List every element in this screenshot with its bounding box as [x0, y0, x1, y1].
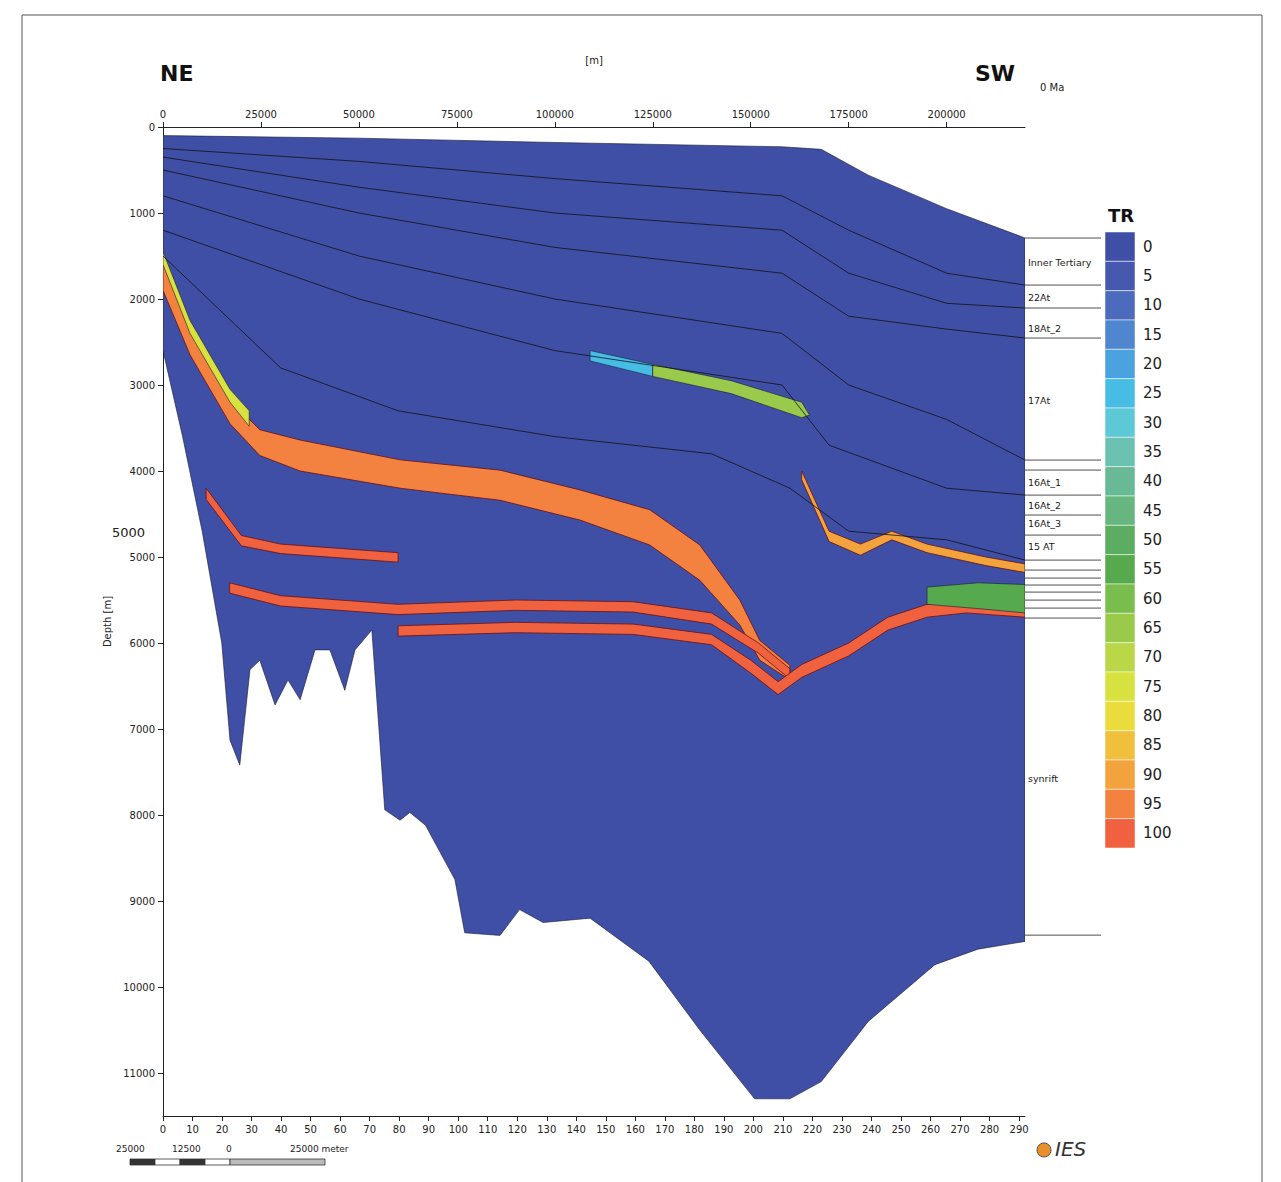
- svg-text:Inner Tertiary: Inner Tertiary: [1028, 257, 1092, 268]
- svg-text:230: 230: [832, 1124, 851, 1135]
- svg-text:17At: 17At: [1028, 395, 1050, 406]
- svg-text:200: 200: [744, 1124, 763, 1135]
- svg-text:100000: 100000: [536, 109, 574, 120]
- svg-text:190: 190: [714, 1124, 733, 1135]
- svg-text:175000: 175000: [830, 109, 868, 120]
- svg-text:220: 220: [803, 1124, 822, 1135]
- svg-text:35: 35: [1143, 443, 1162, 461]
- svg-text:10: 10: [1143, 296, 1162, 314]
- svg-text:100: 100: [1143, 824, 1172, 842]
- svg-text:180: 180: [685, 1124, 704, 1135]
- svg-text:50: 50: [1143, 531, 1162, 549]
- svg-text:130: 130: [537, 1124, 556, 1135]
- svg-text:10000: 10000: [123, 982, 155, 993]
- svg-text:NE: NE: [160, 61, 193, 86]
- svg-text:0: 0: [149, 122, 155, 133]
- svg-text:90: 90: [422, 1124, 435, 1135]
- svg-text:65: 65: [1143, 619, 1162, 637]
- svg-text:7000: 7000: [130, 724, 155, 735]
- svg-text:12500: 12500: [172, 1144, 201, 1154]
- svg-text:16At_3: 16At_3: [1028, 518, 1061, 529]
- svg-text:25000 meter: 25000 meter: [290, 1144, 349, 1154]
- svg-text:16At_1: 16At_1: [1028, 477, 1061, 488]
- svg-text:75000: 75000: [441, 109, 473, 120]
- svg-text:80: 80: [1143, 707, 1162, 725]
- svg-text:120: 120: [508, 1124, 527, 1135]
- svg-text:280: 280: [980, 1124, 999, 1135]
- svg-text:210: 210: [773, 1124, 792, 1135]
- svg-text:55: 55: [1143, 560, 1162, 578]
- svg-text:20: 20: [216, 1124, 229, 1135]
- svg-text:60: 60: [334, 1124, 347, 1135]
- svg-text:15 AT: 15 AT: [1028, 541, 1055, 552]
- svg-text:50: 50: [304, 1124, 317, 1135]
- svg-text:[m]: [m]: [585, 55, 603, 66]
- svg-text:250: 250: [891, 1124, 910, 1135]
- svg-text:20: 20: [1143, 355, 1162, 373]
- svg-text:150000: 150000: [732, 109, 770, 120]
- svg-text:290: 290: [1010, 1124, 1029, 1135]
- svg-text:25: 25: [1143, 384, 1162, 402]
- svg-text:SW: SW: [975, 61, 1015, 86]
- svg-text:60: 60: [1143, 590, 1162, 608]
- svg-text:70: 70: [363, 1124, 376, 1135]
- svg-text:100: 100: [449, 1124, 468, 1135]
- svg-text:3000: 3000: [130, 380, 155, 391]
- svg-text:5000: 5000: [112, 525, 145, 540]
- svg-text:260: 260: [921, 1124, 940, 1135]
- svg-text:75: 75: [1143, 678, 1162, 696]
- svg-text:6000: 6000: [130, 638, 155, 649]
- svg-text:70: 70: [1143, 648, 1162, 666]
- svg-text:9000: 9000: [130, 896, 155, 907]
- svg-text:11000: 11000: [123, 1068, 155, 1079]
- svg-text:5000: 5000: [130, 552, 155, 563]
- svg-text:15: 15: [1143, 326, 1162, 344]
- svg-text:200000: 200000: [928, 109, 966, 120]
- svg-text:0 Ma: 0 Ma: [1040, 82, 1064, 93]
- svg-text:90: 90: [1143, 766, 1162, 784]
- svg-text:140: 140: [567, 1124, 586, 1135]
- svg-text:18At_2: 18At_2: [1028, 323, 1061, 334]
- svg-text:IES: IES: [1055, 1137, 1087, 1161]
- svg-text:25000: 25000: [116, 1144, 145, 1154]
- svg-text:1000: 1000: [130, 208, 155, 219]
- svg-text:30: 30: [245, 1124, 258, 1135]
- svg-text:10: 10: [186, 1124, 199, 1135]
- svg-text:0: 0: [226, 1144, 232, 1154]
- svg-text:16At_2: 16At_2: [1028, 500, 1061, 511]
- svg-text:0: 0: [1143, 238, 1153, 256]
- svg-text:8000: 8000: [130, 810, 155, 821]
- svg-text:50000: 50000: [343, 109, 375, 120]
- svg-text:0: 0: [160, 1124, 166, 1135]
- svg-text:4000: 4000: [130, 466, 155, 477]
- svg-text:170: 170: [655, 1124, 674, 1135]
- svg-text:Depth [m]: Depth [m]: [102, 596, 113, 647]
- svg-text:240: 240: [862, 1124, 881, 1135]
- svg-text:45: 45: [1143, 502, 1162, 520]
- svg-text:synrift: synrift: [1028, 773, 1058, 784]
- svg-text:TR: TR: [1108, 205, 1134, 226]
- svg-text:160: 160: [626, 1124, 645, 1135]
- svg-text:22At: 22At: [1028, 292, 1050, 303]
- svg-text:80: 80: [393, 1124, 406, 1135]
- svg-text:110: 110: [478, 1124, 497, 1135]
- svg-text:270: 270: [951, 1124, 970, 1135]
- svg-text:85: 85: [1143, 736, 1162, 754]
- svg-text:150: 150: [596, 1124, 615, 1135]
- svg-text:5: 5: [1143, 267, 1153, 285]
- svg-text:40: 40: [1143, 472, 1162, 490]
- svg-text:25000: 25000: [245, 109, 277, 120]
- svg-text:95: 95: [1143, 795, 1162, 813]
- svg-text:0: 0: [160, 109, 166, 120]
- svg-text:40: 40: [275, 1124, 288, 1135]
- svg-text:125000: 125000: [634, 109, 672, 120]
- svg-text:2000: 2000: [130, 294, 155, 305]
- svg-text:30: 30: [1143, 414, 1162, 432]
